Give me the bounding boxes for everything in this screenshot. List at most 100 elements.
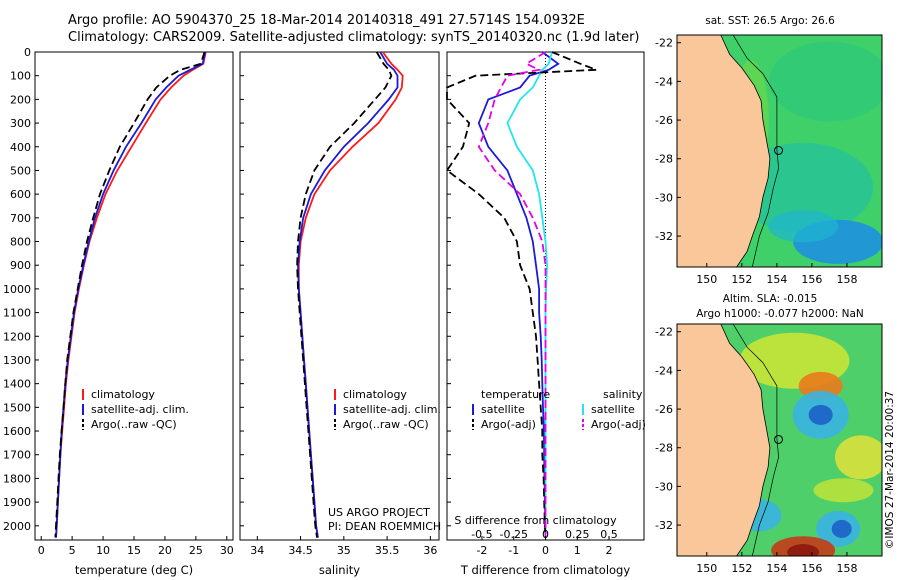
sst-cool-patch <box>768 210 839 243</box>
x-tick-label: 156 <box>801 273 822 286</box>
y-tick-label: -30 <box>655 480 673 493</box>
y-tick-label: 1900 <box>3 496 31 509</box>
x-tick-label: 5 <box>69 544 76 557</box>
top-axis-tick-label: 0 <box>542 528 549 541</box>
top-axis-tick-label: -0.25 <box>499 528 527 541</box>
top-axis-tick-label: -0.5 <box>471 528 492 541</box>
legend-entry: satellite <box>481 403 525 416</box>
pi-annotation: PI: DEAN ROEMMICH <box>328 520 441 533</box>
sla-high-core <box>787 544 820 556</box>
y-tick-label: -24 <box>655 75 673 88</box>
figure-title-line2: Climatology: CARS2009. Satellite-adjuste… <box>68 30 640 45</box>
map-frame <box>676 323 883 557</box>
x-tick-label: 158 <box>836 562 857 575</box>
legend-entry: Argo(-adj) <box>481 418 536 431</box>
x-tick-label: 2 <box>606 544 613 557</box>
axes-frame <box>239 51 440 541</box>
x-tick-label: 15 <box>127 544 141 557</box>
land-mass <box>677 324 771 556</box>
sla-high-patch <box>813 478 874 503</box>
x-tick-label: 20 <box>158 544 172 557</box>
map-sla_map: 150 152 154 156 158 -22 -24 -26 -28 -30 -32 <box>655 323 883 575</box>
sla-low-core <box>831 519 852 538</box>
y-tick-label: 900 <box>10 259 31 272</box>
x-axis-label: T difference from climatology <box>460 563 631 577</box>
imos-timestamp: ©IMOS 27-Mar-2014 20:00:37 <box>884 391 896 549</box>
argo-float-marker <box>774 434 784 444</box>
y-tick-label: 1100 <box>3 307 31 320</box>
x-tick-label: -2 <box>476 544 487 557</box>
series-line-temperature-satellite <box>477 51 560 538</box>
series-line-salinity-argo-adj- <box>477 51 547 538</box>
x-tick-label: 152 <box>731 562 752 575</box>
x-tick-label: 0 <box>38 544 45 557</box>
legend-entry: climatology <box>91 388 155 401</box>
y-tick-label: -32 <box>655 230 673 243</box>
y-tick-label: 800 <box>10 236 31 249</box>
y-tick-label: 1000 <box>3 283 31 296</box>
panel-differences: -2 -1 0 1 2 T difference from climatology temp… <box>445 51 646 577</box>
x-axis-label: salinity <box>319 563 360 577</box>
y-tick-label: 1600 <box>3 425 31 438</box>
x-tick-label: 0 <box>542 544 549 557</box>
y-tick-label: 100 <box>10 70 31 83</box>
sst-field-patch <box>769 41 882 122</box>
x-tick-label: 158 <box>836 273 857 286</box>
y-tick-label: -28 <box>655 442 673 455</box>
y-tick-label: 2000 <box>3 520 31 533</box>
x-tick-label: 36 <box>423 544 437 557</box>
y-tick-label: -24 <box>655 364 673 377</box>
x-tick-label: 150 <box>696 562 717 575</box>
legend-entry: satellite-adj. clim. <box>91 403 189 416</box>
y-tick-label: 0 <box>24 46 31 59</box>
y-tick-label: 600 <box>10 188 31 201</box>
y-tick-label: 200 <box>10 93 31 106</box>
y-tick-label: -26 <box>655 403 673 416</box>
shelf-contour <box>732 35 779 267</box>
top-axis-label: S difference from climatology <box>454 514 617 527</box>
sla-map-title-line2: Argo h1000: -0.077 h2000: NaN <box>696 308 864 320</box>
y-tick-label: 1300 <box>3 354 31 367</box>
legend-entry: Argo(-adj) <box>591 418 646 431</box>
y-tick-label: 700 <box>10 212 31 225</box>
y-tick-label: 1800 <box>3 472 31 485</box>
y-tick-label: 1200 <box>3 330 31 343</box>
sla-high-patch <box>834 435 882 480</box>
x-axis-label: temperature (deg C) <box>75 563 193 577</box>
legend-title-temperature: temperature <box>481 388 550 401</box>
x-tick-label: 34.5 <box>288 544 313 557</box>
y-tick-label: 1400 <box>3 378 31 391</box>
x-tick-label: 25 <box>189 544 203 557</box>
legend-title-salinity: salinity <box>603 388 643 401</box>
x-tick-label: -1 <box>508 544 519 557</box>
shelf-contour <box>732 324 779 556</box>
legend-entry: climatology <box>343 388 407 401</box>
y-tick-label: -22 <box>655 37 673 50</box>
x-tick-label: 154 <box>766 562 787 575</box>
x-tick-label: 150 <box>696 273 717 286</box>
legend-entry: satellite <box>591 403 635 416</box>
x-tick-label: 1 <box>574 544 581 557</box>
axes-frame <box>34 51 234 541</box>
figure-title-line1: Argo profile: AO 5904370_25 18-Mar-2014 … <box>68 13 585 28</box>
map-field <box>677 324 882 556</box>
y-tick-label: 1700 <box>3 449 31 462</box>
y-tick-label: 1500 <box>3 401 31 414</box>
top-axis-tick-label: 0.25 <box>565 528 590 541</box>
x-tick-label: 10 <box>96 544 110 557</box>
series-line-temperature-argo-adj- <box>445 51 597 538</box>
y-tick-label: -26 <box>655 114 673 127</box>
x-tick-label: 152 <box>731 273 752 286</box>
x-tick-label: 34 <box>250 544 264 557</box>
y-tick-label: 300 <box>10 117 31 130</box>
x-tick-label: 154 <box>766 273 787 286</box>
sla-low-core <box>808 404 833 425</box>
y-tick-label: -30 <box>655 191 673 204</box>
map-frame <box>676 34 883 268</box>
land-mass <box>677 35 771 267</box>
panel-temperature: 0 5 10 15 20 25 30 temperature (deg C) 0 100 200 30… <box>3 46 234 577</box>
y-tick-label: -32 <box>655 519 673 532</box>
x-tick-label: 30 <box>220 544 234 557</box>
x-tick-label: 35.5 <box>375 544 400 557</box>
